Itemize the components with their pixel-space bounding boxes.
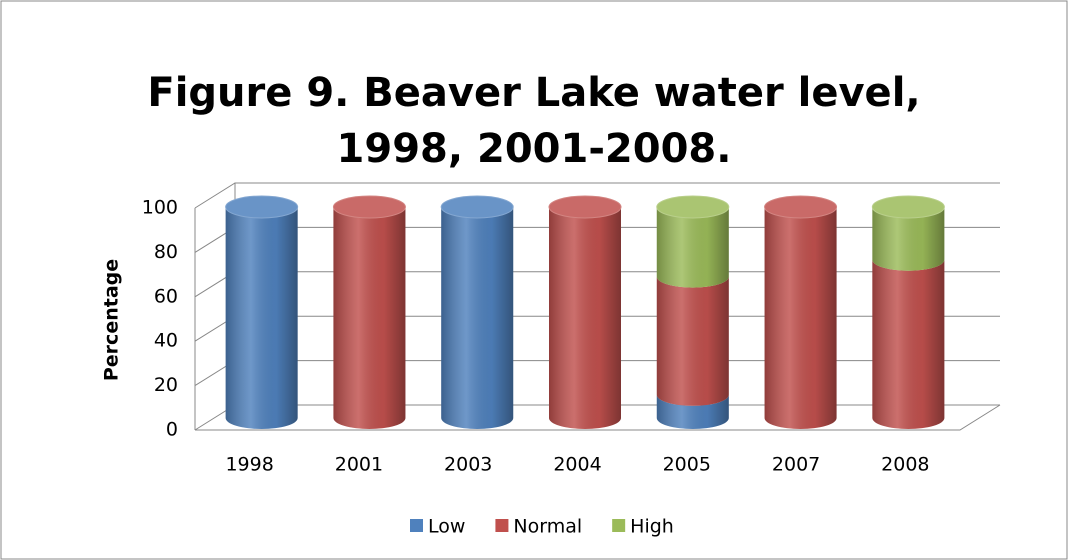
chart-title-text: Figure 9. Beaver Lake water level, 1998, …	[147, 70, 920, 172]
x-tick-label: 2004	[553, 454, 601, 476]
chart-title: Figure 9. Beaver Lake water level, 1998, …	[147, 70, 920, 172]
x-tick-label: 2001	[335, 454, 383, 476]
bar-shading	[656, 207, 729, 288]
title-line: 1998, 2001-2008.	[337, 126, 732, 172]
x-tick-label: 2003	[444, 454, 492, 476]
y-tick-label: 20	[154, 374, 178, 396]
cylinder-cap	[871, 195, 945, 219]
legend-label: High	[630, 516, 674, 538]
legend-label: Normal	[513, 516, 582, 538]
y-tick-label: 60	[154, 285, 178, 307]
bar-shading	[225, 207, 298, 429]
cylinder-cap	[225, 195, 299, 219]
bar-shading	[333, 207, 406, 429]
cylinder-cap	[440, 195, 514, 219]
y-tick-label: 40	[154, 330, 178, 352]
bar-shading	[656, 276, 729, 406]
legend-label: Low	[428, 516, 465, 538]
bar-shading	[872, 259, 945, 429]
x-tick-label: 1998	[225, 454, 273, 476]
cylinder-cap	[656, 195, 730, 219]
bar-shading	[441, 207, 514, 429]
y-axis-label: Percentage	[101, 259, 123, 381]
cylinder-cap	[764, 195, 838, 219]
cylinder-cap	[332, 195, 406, 219]
x-tick-label: 2007	[772, 454, 820, 476]
y-tick-label: 100	[142, 197, 178, 219]
x-tick-label: 2005	[663, 454, 711, 476]
legend-swatch	[612, 519, 626, 532]
cylinder-cap	[548, 195, 622, 219]
y-tick-label: 80	[154, 241, 178, 263]
floor	[195, 404, 1001, 431]
bar-shading	[549, 207, 621, 429]
legend-swatch	[495, 519, 509, 532]
legend-swatch	[410, 519, 423, 532]
title-line: Figure 9. Beaver Lake water level,	[147, 70, 920, 116]
grid-line	[194, 182, 1000, 209]
bar-shading	[764, 207, 837, 429]
bar-shading	[656, 394, 729, 429]
bar-shading	[872, 207, 945, 271]
x-tick-label: 2008	[881, 454, 929, 476]
y-tick-label: 0	[166, 419, 178, 441]
